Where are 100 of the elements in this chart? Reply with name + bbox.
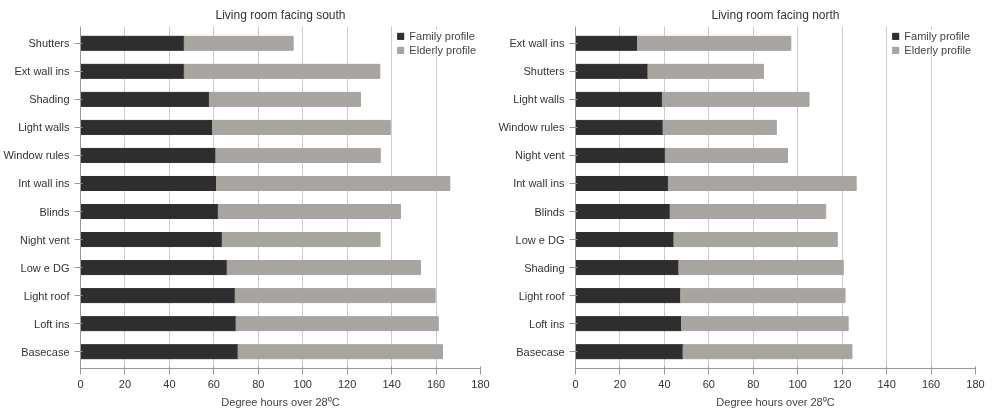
bar xyxy=(80,63,185,79)
y-tick-label: Blinds xyxy=(534,205,565,218)
x-tick-label: 180 xyxy=(471,377,490,390)
bar xyxy=(575,147,666,163)
legend-label: Family profile xyxy=(409,30,475,42)
y-tick-label: Basecase xyxy=(516,345,565,358)
y-tick-label: Night vent xyxy=(514,149,565,162)
y-tick-label: Basecase xyxy=(21,345,70,358)
y-tick-label: Int wall ins xyxy=(513,177,565,190)
x-axis-title: Degree hours over 28⁰C xyxy=(716,395,835,408)
bar xyxy=(215,147,381,163)
bar xyxy=(680,288,846,304)
bar xyxy=(575,316,682,332)
bar xyxy=(575,344,684,360)
bar xyxy=(667,175,857,191)
bar xyxy=(575,204,671,220)
y-tick-label: Shutters xyxy=(28,37,70,50)
y-tick-label: Shading xyxy=(29,93,70,106)
x-tick-label: 100 xyxy=(293,377,312,390)
x-tick-label: 20 xyxy=(613,377,627,390)
bar xyxy=(669,204,827,220)
bar xyxy=(80,260,228,276)
bar xyxy=(217,204,401,220)
x-tick-label: 120 xyxy=(832,377,852,390)
bar xyxy=(681,316,849,332)
bar xyxy=(664,147,788,163)
y-tick-label: Shading xyxy=(524,261,565,274)
x-tick-label: 140 xyxy=(877,377,896,390)
bar xyxy=(575,175,669,191)
x-tick-label: 20 xyxy=(118,377,132,390)
bar xyxy=(575,63,649,79)
legend-label: Elderly profile xyxy=(904,44,971,56)
x-tick-label: 100 xyxy=(788,377,807,390)
y-tick-label: Window rules xyxy=(498,121,565,134)
x-tick-label: 0 xyxy=(572,377,579,390)
bar xyxy=(216,175,451,191)
y-tick-label: Light roof xyxy=(23,289,71,302)
legend-label: Elderly profile xyxy=(409,44,476,56)
bar xyxy=(80,91,210,107)
bar xyxy=(673,232,838,248)
bar xyxy=(80,147,217,163)
bar xyxy=(662,119,777,135)
bar xyxy=(80,344,239,360)
x-axis-title: Degree hours over 28⁰C xyxy=(221,395,340,408)
bar xyxy=(80,119,213,135)
x-tick-label: 180 xyxy=(966,377,985,390)
bar xyxy=(80,35,185,51)
x-tick-label: 140 xyxy=(382,377,401,390)
bar xyxy=(221,232,381,248)
x-tick-label: 80 xyxy=(252,377,265,390)
bar xyxy=(226,260,421,276)
y-tick-label: Light walls xyxy=(18,121,70,134)
y-tick-label: Night vent xyxy=(19,233,70,246)
bar xyxy=(637,35,792,51)
bar xyxy=(80,232,223,248)
y-tick-label: Ext wall ins xyxy=(14,65,70,78)
y-tick-label: Loft ins xyxy=(34,317,70,330)
y-tick-label: Window rules xyxy=(3,149,70,162)
x-tick-label: 80 xyxy=(747,377,760,390)
bar xyxy=(183,63,381,79)
x-tick-label: 160 xyxy=(426,377,446,390)
bar xyxy=(80,288,236,304)
bar xyxy=(80,204,219,220)
bar xyxy=(183,35,294,51)
bar xyxy=(235,316,439,332)
bar xyxy=(575,232,675,248)
y-tick-label: Int wall ins xyxy=(18,177,70,190)
bar xyxy=(678,260,844,276)
y-tick-label: Low e DG xyxy=(20,261,70,274)
chart-title: Living room facing north xyxy=(711,7,840,22)
bar xyxy=(575,35,638,51)
bar xyxy=(575,119,664,135)
x-tick-label: 60 xyxy=(207,377,220,390)
y-tick-label: Light walls xyxy=(513,93,565,106)
x-tick-label: 120 xyxy=(337,377,357,390)
bar xyxy=(575,288,682,304)
y-tick-label: Shutters xyxy=(523,65,565,78)
bar xyxy=(80,175,217,191)
x-tick-label: 0 xyxy=(77,377,84,390)
bar xyxy=(682,344,853,360)
bar xyxy=(237,344,443,360)
y-tick-label: Loft ins xyxy=(529,317,565,330)
y-tick-label: Ext wall ins xyxy=(509,37,565,50)
x-tick-label: 60 xyxy=(702,377,715,390)
legend-label: Family profile xyxy=(904,30,970,42)
chart-title: Living room facing south xyxy=(215,7,346,22)
bar xyxy=(575,260,680,276)
y-tick-label: Blinds xyxy=(39,205,70,218)
bar xyxy=(647,63,764,79)
x-tick-label: 40 xyxy=(658,377,671,390)
bar xyxy=(212,119,391,135)
bar xyxy=(575,91,663,107)
x-tick-label: 40 xyxy=(163,377,176,390)
x-tick-label: 160 xyxy=(921,377,941,390)
y-tick-label: Light roof xyxy=(518,289,566,302)
bar xyxy=(661,91,810,107)
bar xyxy=(80,316,237,332)
bar xyxy=(234,288,436,304)
bar xyxy=(208,91,361,107)
y-tick-label: Low e DG xyxy=(515,233,565,246)
